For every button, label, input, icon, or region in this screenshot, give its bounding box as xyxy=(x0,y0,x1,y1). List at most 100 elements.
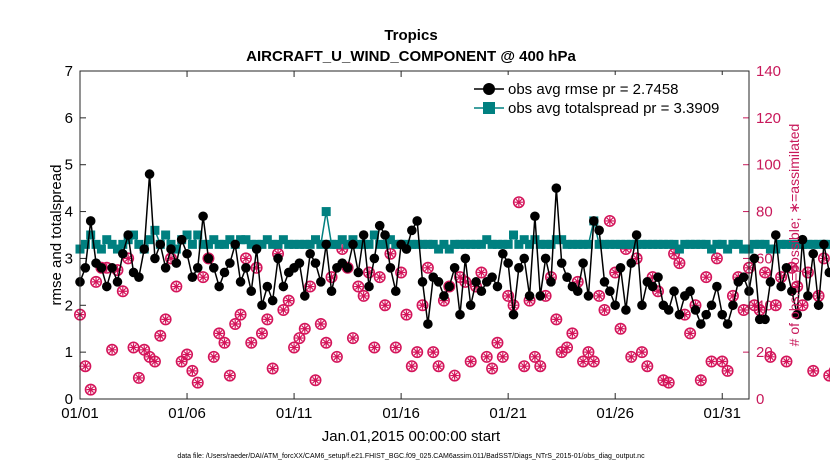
y2-tick-label: 120 xyxy=(756,110,781,127)
assimilated-count-marker xyxy=(669,249,679,258)
assimilated-count-marker xyxy=(600,305,609,315)
rmse-marker xyxy=(374,220,385,231)
spread-marker xyxy=(225,235,235,245)
possible-count-marker xyxy=(443,280,456,293)
rmse-marker xyxy=(444,281,455,292)
possible-count-marker xyxy=(625,350,638,363)
spread-marker xyxy=(418,239,428,249)
rmse-marker xyxy=(519,253,530,264)
rmse-marker xyxy=(787,286,797,297)
assimilated-count-marker xyxy=(723,366,732,376)
rmse-marker xyxy=(637,300,647,311)
x-tick-label: 01/31 xyxy=(703,405,741,422)
rmse-marker xyxy=(134,272,144,282)
rmse-marker xyxy=(498,248,508,259)
spread-marker xyxy=(648,239,658,249)
x-tick-label: 01/11 xyxy=(276,405,312,422)
spread-marker xyxy=(375,239,385,249)
assimilated-count-marker xyxy=(166,254,176,263)
assimilated-count-marker xyxy=(685,329,695,338)
assimilated-count-marker xyxy=(305,282,315,291)
rmse-marker xyxy=(530,211,540,222)
assimilated-count-marker xyxy=(589,357,598,366)
rmse-marker xyxy=(305,248,315,259)
spread-marker xyxy=(546,239,556,249)
legend-box xyxy=(470,75,743,120)
spread-marker xyxy=(203,239,213,249)
spread-marker xyxy=(808,239,818,249)
assimilated-count-marker xyxy=(86,385,95,394)
spread-marker xyxy=(316,239,326,249)
rmse-marker xyxy=(316,277,326,287)
rmse-marker xyxy=(353,267,364,278)
assimilated-count-marker xyxy=(316,319,326,329)
spread-marker xyxy=(209,235,219,245)
rmse-marker xyxy=(824,267,830,278)
possible-count-marker xyxy=(282,294,295,307)
assimilated-count-marker xyxy=(520,362,529,371)
rmse-marker xyxy=(455,309,465,320)
assimilated-count-marker xyxy=(429,347,438,357)
possible-count-marker xyxy=(330,350,343,363)
possible-count-marker xyxy=(528,350,541,363)
possible-count-marker xyxy=(614,322,627,335)
rmse-marker xyxy=(123,230,133,240)
possible-count-marker xyxy=(223,369,236,382)
legend: obs avg rmse pr = 2.7458 obs avg totalsp… xyxy=(470,75,743,120)
assimilated-count-marker xyxy=(402,310,411,319)
spread-marker xyxy=(637,239,647,249)
assimilated-count-marker xyxy=(776,272,786,282)
spread-marker xyxy=(294,239,304,249)
rmse-marker xyxy=(465,300,476,311)
spread-marker xyxy=(439,239,449,249)
spread-marker xyxy=(412,239,422,249)
rmse-marker xyxy=(417,277,428,287)
spread-marker xyxy=(733,239,743,249)
spread-marker xyxy=(653,239,663,249)
rmse-marker xyxy=(760,314,770,325)
assimilated-count-marker xyxy=(675,258,684,268)
rmse-marker xyxy=(562,272,572,282)
assimilated-count-marker xyxy=(327,272,336,282)
spread-marker xyxy=(765,244,775,254)
possible-count-marker xyxy=(309,374,322,387)
spread-marker xyxy=(434,244,444,254)
spread-marker xyxy=(321,207,331,217)
assimilated-count-marker xyxy=(81,362,90,371)
spread-marker xyxy=(300,239,310,249)
assimilated-count-marker xyxy=(814,291,823,301)
spread-marker xyxy=(161,230,171,240)
spread-marker xyxy=(760,239,770,249)
assimilated-count-marker xyxy=(648,272,657,282)
assimilated-count-marker xyxy=(798,301,807,310)
rmse-marker xyxy=(310,258,321,268)
assimilated-count-marker xyxy=(792,282,802,291)
possible-count-marker xyxy=(491,336,504,349)
rmse-marker xyxy=(171,258,182,268)
rmse-marker xyxy=(514,263,524,273)
possible-count-marker xyxy=(106,343,119,356)
possible-count-marker xyxy=(496,350,509,363)
y-tick-label: 2 xyxy=(65,297,73,314)
assimilated-count-marker xyxy=(332,352,342,362)
possible-count-marker xyxy=(90,275,103,288)
rmse-marker xyxy=(299,291,310,301)
rmse-marker xyxy=(326,286,337,297)
assimilated-count-marker xyxy=(354,282,363,291)
rmse-marker xyxy=(166,244,176,254)
possible-count-marker xyxy=(320,336,333,349)
possible-count-marker xyxy=(587,355,600,368)
assimilated-count-marker xyxy=(712,254,722,263)
possible-count-marker xyxy=(566,327,579,340)
spread-marker xyxy=(289,239,299,249)
possible-count-marker xyxy=(759,266,772,279)
rmse-marker xyxy=(449,263,460,273)
spread-marker xyxy=(787,239,797,249)
assimilated-count-marker xyxy=(231,319,240,329)
assimilated-count-marker xyxy=(605,216,615,226)
spread-marker xyxy=(583,239,593,249)
assimilated-count-marker xyxy=(466,357,475,366)
possible-count-marker xyxy=(197,271,210,284)
assimilated-count-marker xyxy=(161,315,170,324)
spread-marker xyxy=(680,239,690,249)
